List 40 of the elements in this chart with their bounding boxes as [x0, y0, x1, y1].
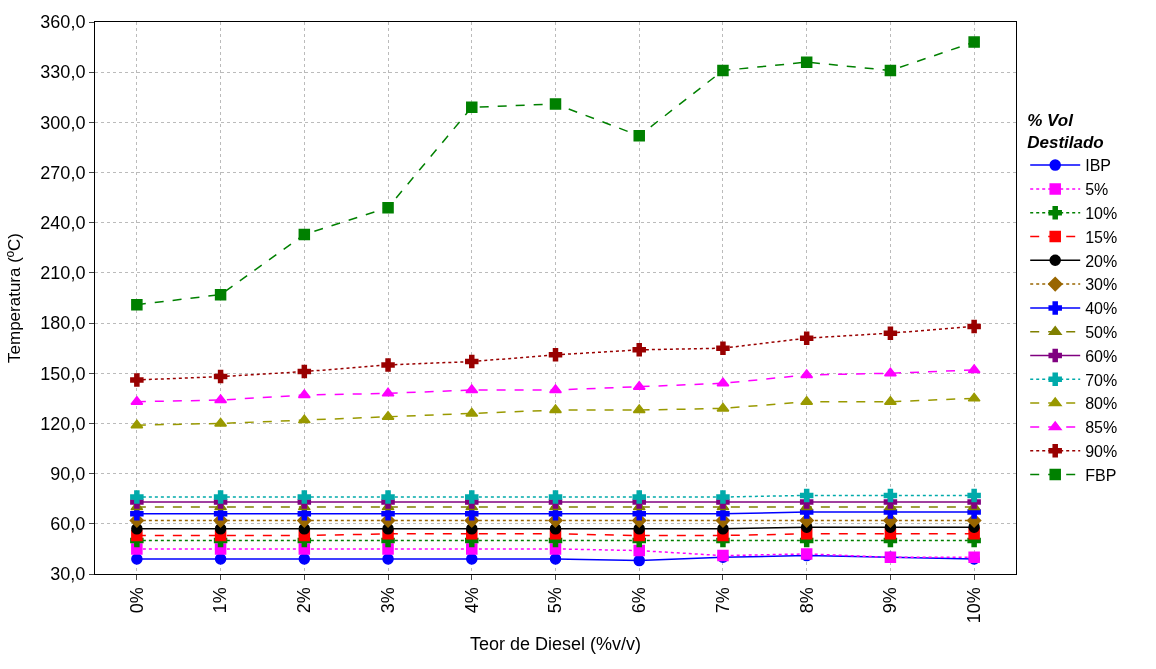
y-tick-label: 330,0 — [40, 62, 86, 83]
legend-label: 85% — [1085, 419, 1118, 437]
x-tick-label: 1% — [210, 587, 231, 614]
x-tick-label: 3% — [377, 587, 398, 614]
y-tick-label: 300,0 — [40, 112, 86, 133]
legend-label: 30% — [1085, 276, 1118, 294]
y-tick-label: 270,0 — [40, 162, 86, 183]
y-tick-label: 180,0 — [40, 313, 86, 334]
x-tick-label: 4% — [461, 587, 482, 614]
y-tick-label: 60,0 — [50, 514, 86, 535]
x-tick-label: 9% — [880, 587, 901, 614]
legend-label: 90% — [1085, 442, 1118, 460]
x-tick-label: 7% — [712, 587, 733, 614]
x-axis-title: Teor de Diesel (%v/v) — [469, 634, 642, 655]
x-tick-label: 0% — [126, 587, 147, 614]
y-tick-label: 240,0 — [40, 213, 86, 234]
y-tick-label: 120,0 — [40, 413, 86, 434]
y-tick-label: 210,0 — [40, 263, 86, 284]
legend-label: 50% — [1085, 323, 1118, 341]
legend-label: IBP — [1085, 157, 1112, 175]
y-tick-label: 360,0 — [40, 12, 86, 33]
legend-label: 15% — [1085, 228, 1118, 246]
x-tick-label: 10% — [963, 587, 984, 624]
y-tick-label: 30,0 — [50, 564, 86, 585]
y-tick-label: 150,0 — [40, 363, 86, 384]
legend-label: 40% — [1085, 300, 1118, 318]
legend-label: 60% — [1085, 347, 1118, 365]
x-tick-label: 8% — [796, 587, 817, 614]
legend-label: 70% — [1085, 371, 1118, 389]
y-tick-label: 90,0 — [50, 463, 86, 484]
legend-label: FBP — [1085, 466, 1117, 484]
legend-label: 80% — [1085, 395, 1118, 413]
x-tick-label: 5% — [545, 587, 566, 614]
legend-label: 10% — [1085, 204, 1118, 222]
x-tick-label: 6% — [629, 587, 650, 614]
y-axis-title: Temperatura (ºC) — [4, 233, 24, 363]
legend-title: % Vol Destilado — [1027, 111, 1104, 153]
x-tick-label: 2% — [294, 587, 315, 614]
legend-label: 20% — [1085, 252, 1118, 270]
legend-label: 5% — [1085, 181, 1109, 199]
